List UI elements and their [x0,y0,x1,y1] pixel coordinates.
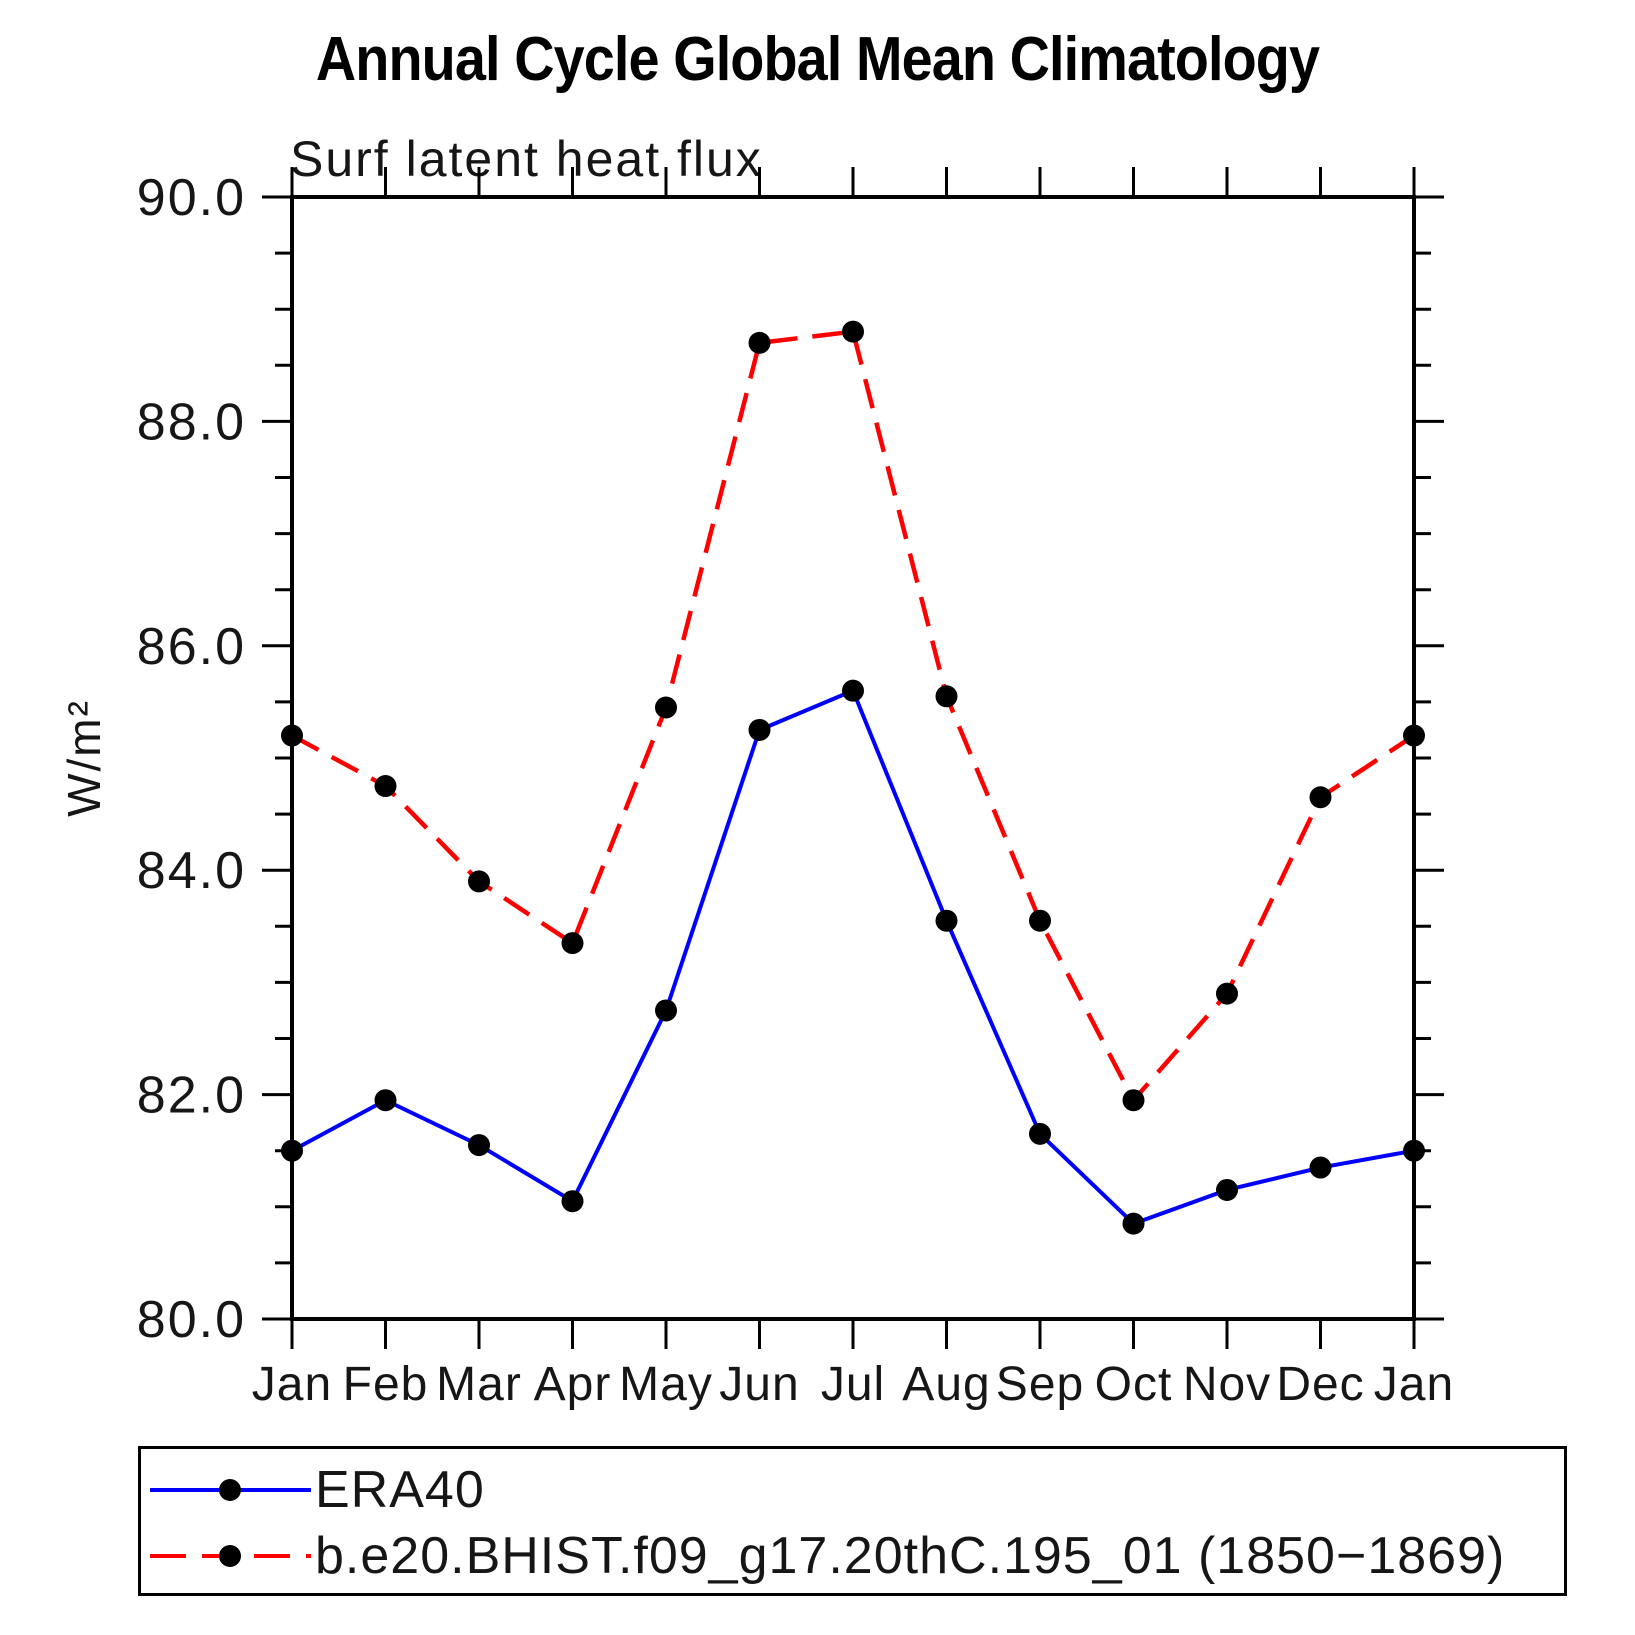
legend-item-era40: ERA40 [148,1457,485,1523]
data-point-marker [1216,982,1238,1005]
data-point-marker [748,331,771,354]
y-tick-label: 90.0 [137,169,246,227]
data-point-marker [655,696,677,719]
x-tick-label: Jan [1374,1358,1454,1411]
legend-label-era40: ERA40 [315,1461,485,1519]
x-tick-label: May [619,1358,713,1411]
data-point-marker [281,1139,303,1162]
x-tick-label: Apr [534,1358,612,1411]
legend-label-model: b.e20.BHIST.f09_g17.20thC.195_01 (1850−1… [315,1527,1506,1585]
y-tick-label: 82.0 [137,1067,246,1125]
legend-line-sample-dashed [150,1545,311,1567]
x-tick-label: Jan [252,1358,332,1411]
axis-frame [290,195,1416,1321]
y-tick-label: 84.0 [137,842,246,900]
legend-box: ERA40 b.e20.BHIST.f09_g17.20thC.195_01 (… [138,1446,1567,1596]
y-tick-label: 80.0 [137,1291,246,1349]
data-point-marker [1309,1156,1332,1179]
data-point-marker [1029,1122,1051,1145]
data-point-marker [374,1089,397,1112]
chart-title: Annual Cycle Global Mean Climatology [315,25,1320,94]
x-tick-label: Aug [902,1358,990,1411]
y-tick-label: 86.0 [137,618,246,676]
data-point-marker [1122,1212,1145,1235]
data-point-marker [1122,1089,1145,1112]
chart-subtitle: Surf latent heat flux [290,131,763,187]
x-tick-label: Jul [821,1358,885,1411]
data-point-marker [935,685,958,708]
data-point-marker [935,909,958,932]
data-point-marker [374,775,397,798]
data-point-marker [561,1190,584,1213]
x-tick-label: Nov [1183,1358,1271,1411]
data-point-marker [842,679,864,702]
x-tick-label: Sep [996,1358,1084,1411]
data-point-marker [1403,1139,1425,1162]
data-point-marker [1403,724,1425,747]
data-point-marker [655,999,677,1022]
data-point-marker [748,718,771,741]
data-point-marker [842,320,864,343]
x-tick-label: Oct [1095,1358,1173,1411]
legend-marker-icon [219,1479,241,1501]
data-point-marker [1029,909,1051,932]
x-tick-label: Jun [719,1358,799,1411]
data-point-marker [561,932,584,955]
x-tick-label: Feb [343,1358,429,1411]
data-point-marker [468,1134,490,1157]
data-point-marker [468,870,490,893]
y-tick-label: 88.0 [137,393,246,451]
x-tick-label: Mar [436,1358,522,1411]
data-point-marker [281,724,303,747]
data-point-marker [1216,1178,1238,1201]
legend-item-model: b.e20.BHIST.f09_g17.20thC.195_01 (1850−1… [148,1523,1505,1589]
legend-line-sample-solid [150,1479,311,1501]
data-point-marker [1309,786,1332,809]
series-line-1 [290,329,1416,1105]
legend-marker-icon [219,1545,241,1567]
x-tick-label: Dec [1276,1358,1364,1411]
